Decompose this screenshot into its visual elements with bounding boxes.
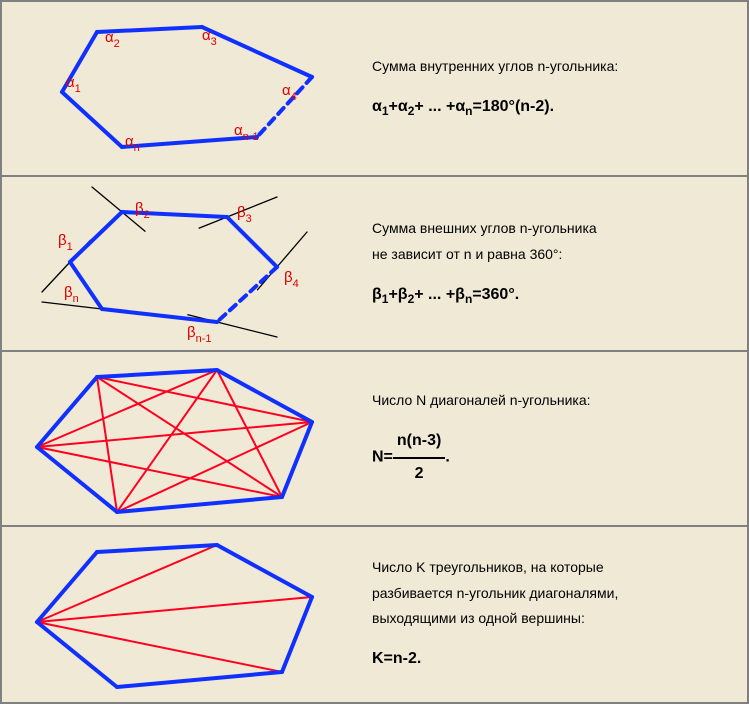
svg-text:β4: β4 [284,269,299,290]
svg-interior-angles: α1α2α3α4αn-1αn [2,2,352,177]
svg-text:β2: β2 [135,200,150,221]
svg-text:β3: β3 [237,204,252,225]
row-diagonals: Число N диагоналей n-угольника: N=n(n-3)… [2,352,747,527]
svg-text:α1: α1 [66,74,81,95]
diagram-diagonals [2,352,352,525]
diagram-triangles [2,527,352,702]
text-triangles-line1: Число K треугольников, на которые [372,555,727,580]
text-triangles-line2: разбивается n-угольник диагоналями, [372,581,727,606]
row-interior-angles: α1α2α3α4αn-1αn Сумма внутренних углов n-… [2,2,747,177]
svg-text:αn: αn [125,133,140,154]
formula-exterior: β1+β2+ ... +βn=360°. [372,281,727,311]
diagram-interior-angles: α1α2α3α4αn-1αn [2,2,352,175]
text-diagonals-line1: Число N диагоналей n-угольника: [372,388,727,413]
formula-diagonals: N=n(n-3)2. [372,427,727,489]
text-exterior-line1: Сумма внешних углов n-угольника [372,216,727,241]
fraction-diagonals: n(n-3)2 [393,427,445,489]
svg-text:βn: βn [64,284,79,305]
svg-text:α3: α3 [202,27,217,48]
diagram-exterior-angles: β1 β2 β3 β4 βn-1 βn [2,177,352,350]
svg-triangles [2,527,352,702]
desc-exterior-angles: Сумма внешних углов n-угольника не завис… [352,177,747,350]
desc-interior-angles: Сумма внутренних углов n-угольника: α1+α… [352,2,747,175]
formula-triangles: K=n-2. [372,645,727,674]
row-triangles: Число K треугольников, на которые разбив… [2,527,747,702]
svg-text:βn-1: βn-1 [187,324,212,345]
text-triangles-line3: выходящими из одной вершины: [372,606,727,631]
row-exterior-angles: β1 β2 β3 β4 βn-1 βn Сумма внешних углов n-уго… [2,177,747,352]
svg-diagonals [2,352,352,527]
svg-text:β1: β1 [58,232,73,253]
svg-exterior-angles: β1 β2 β3 β4 βn-1 βn [2,177,352,352]
desc-triangles: Число K треугольников, на которые разбив… [352,527,747,702]
polygon-formulas-table: α1α2α3α4αn-1αn Сумма внутренних углов n-… [0,0,749,704]
text-interior-line1: Сумма внутренних углов n-угольника: [372,54,727,79]
formula-interior: α1+α2+ ... +αn=180°(n-2). [372,93,727,123]
text-exterior-line2: не зависит от n и равна 360°: [372,242,727,267]
desc-diagonals: Число N диагоналей n-угольника: N=n(n-3)… [352,352,747,525]
